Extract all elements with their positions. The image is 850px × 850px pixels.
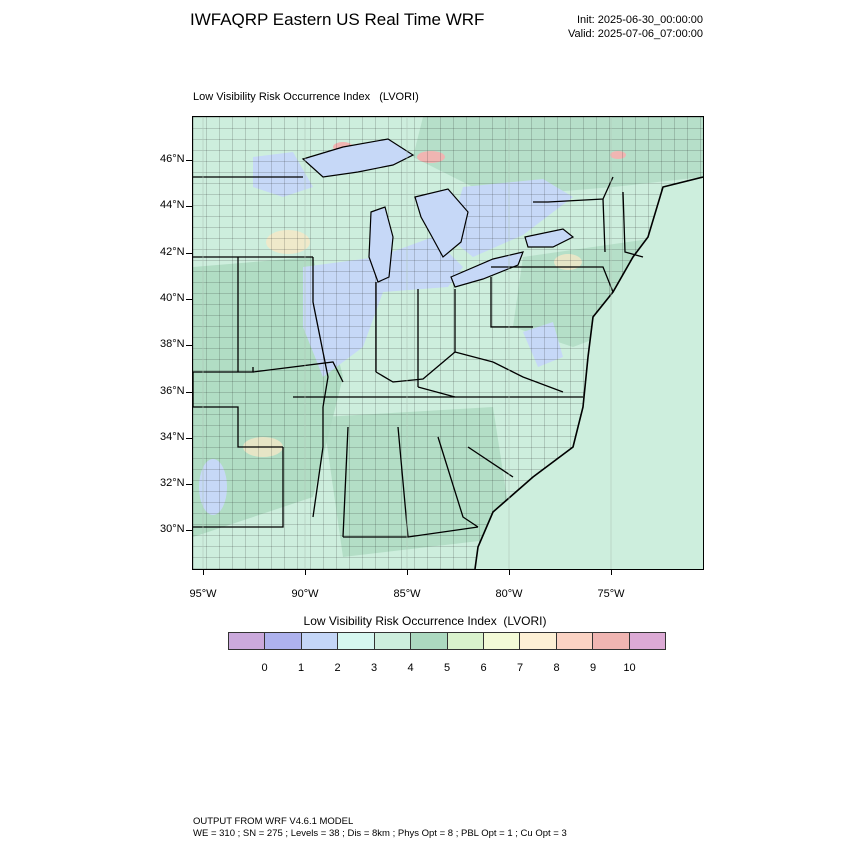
colorbar-box xyxy=(338,633,375,649)
lake-ontario xyxy=(524,228,575,248)
lon-tick xyxy=(203,569,204,575)
lat-label: 42°N xyxy=(160,245,185,258)
footer-line-1: OUTPUT FROM WRF V4.6.1 MODEL xyxy=(193,816,354,827)
colorbar-box xyxy=(629,633,666,649)
lon-tick xyxy=(611,569,612,575)
lon-tick xyxy=(407,569,408,575)
colorbar-label: 0 xyxy=(261,662,268,674)
colorbar-box xyxy=(265,633,302,649)
valid-time: Valid: 2025-07-06_07:00:00 xyxy=(568,28,703,40)
colorbar-label: 2 xyxy=(334,662,341,674)
lake-huron xyxy=(414,188,469,258)
colorbar-box xyxy=(483,633,521,649)
colorbar-label: 3 xyxy=(370,662,378,674)
lon-label: 90°W xyxy=(291,588,319,600)
lat-tick xyxy=(186,298,192,300)
lat-tick xyxy=(186,206,192,208)
colorbar xyxy=(228,632,666,650)
lat-label: 44°N xyxy=(160,199,185,212)
footer-line-2: WE = 310 ; SN = 275 ; Levels = 38 ; Dis … xyxy=(193,828,567,839)
colorbar-label: 9 xyxy=(589,662,597,674)
lat-label: 38°N xyxy=(160,338,185,351)
lat-label: 32°N xyxy=(160,477,185,490)
init-time: Init: 2025-06-30_00:00:00 xyxy=(577,14,703,26)
lon-label: 85°W xyxy=(393,588,421,600)
colorbar-label: 5 xyxy=(443,662,451,674)
lat-tick xyxy=(186,484,192,486)
lon-tick xyxy=(305,569,306,575)
colorbar-box xyxy=(447,633,484,649)
colorbar-box xyxy=(556,633,594,649)
lat-tick xyxy=(186,437,192,439)
colorbar-box xyxy=(229,633,266,649)
lat-tick xyxy=(186,530,192,532)
lvori-map xyxy=(193,117,703,569)
lat-tick xyxy=(186,252,192,254)
colorbar-box xyxy=(301,633,339,649)
lat-label: 36°N xyxy=(160,384,185,397)
colorbar-label: 6 xyxy=(480,662,487,674)
lon-label: 80°W xyxy=(495,588,523,600)
lat-label: 34°N xyxy=(160,430,185,443)
lon-tick xyxy=(509,569,510,575)
lat-tick xyxy=(186,160,192,161)
map-subtitle: Low Visibility Risk Occurrence Index (LV… xyxy=(193,91,419,103)
colorbar-label: 8 xyxy=(553,662,560,674)
colorbar-box xyxy=(411,633,448,649)
lat-label: 30°N xyxy=(160,523,185,536)
colorbar-title: Low Visibility Risk Occurrence Index (LV… xyxy=(303,614,547,628)
colorbar-box xyxy=(520,633,557,649)
ocean-area xyxy=(475,177,703,569)
lon-label: 95°W xyxy=(189,588,217,600)
colorbar-label: 4 xyxy=(407,662,414,674)
lake-michigan xyxy=(368,206,394,283)
graticule xyxy=(202,117,612,569)
lake-superior xyxy=(301,138,415,178)
lat-label: 40°N xyxy=(160,291,185,304)
lat-tick xyxy=(186,345,192,347)
lat-tick xyxy=(186,391,192,393)
chart-title: IWFAQRP Eastern US Real Time WRF xyxy=(190,10,485,29)
colorbar-label: 1 xyxy=(297,662,305,674)
colorbar-box xyxy=(374,633,412,649)
colorbar-box xyxy=(593,633,630,649)
colorbar-label: 7 xyxy=(516,662,524,674)
colorbar-label: 10 xyxy=(623,662,636,674)
run-times: Init: 2025-06-30_00:00:00 Valid: 2025-07… xyxy=(568,13,703,41)
lon-label: 75°W xyxy=(597,588,625,600)
map-panel xyxy=(192,116,704,570)
lat-label: 46°N xyxy=(160,153,185,165)
model-footer: OUTPUT FROM WRF V4.6.1 MODEL WE = 310 ; … xyxy=(193,816,567,840)
lake-erie xyxy=(450,251,524,288)
state-boundaries xyxy=(193,176,644,538)
coastline xyxy=(474,176,703,569)
